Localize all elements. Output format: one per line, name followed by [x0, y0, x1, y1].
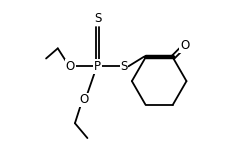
Text: S: S	[120, 60, 128, 73]
Text: P: P	[94, 60, 101, 73]
Text: O: O	[180, 39, 189, 52]
Text: S: S	[94, 12, 101, 25]
Text: O: O	[66, 60, 75, 73]
Text: O: O	[79, 93, 88, 106]
